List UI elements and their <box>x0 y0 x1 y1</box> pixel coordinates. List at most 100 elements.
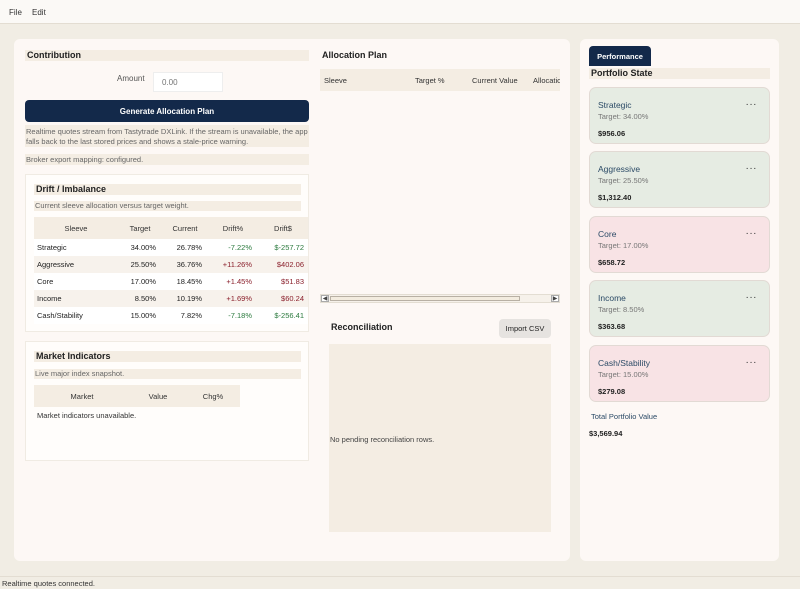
broker-mapping-status: Broker export mapping: configured. <box>25 154 309 165</box>
sleeve-target: Target: 8.50% <box>598 305 645 314</box>
table-cell: $-256.41 <box>258 307 308 324</box>
status-bar: Realtime quotes connected. <box>0 576 800 589</box>
table-cell: 8.50% <box>118 290 162 307</box>
sleeve-card-strategic[interactable]: Strategic Target: 34.00% $956.06 ··· <box>589 87 770 144</box>
table-cell: 34.00% <box>118 239 162 256</box>
chevron-left-icon[interactable]: ◀ <box>321 295 329 302</box>
table-cell: 26.78% <box>162 239 208 256</box>
sleeve-target: Target: 34.00% <box>598 112 649 121</box>
market-col-value[interactable]: Value <box>130 385 186 407</box>
table-cell: -7.22% <box>208 239 258 256</box>
market-col-market[interactable]: Market <box>34 385 130 407</box>
table-cell: +11.26% <box>208 256 258 273</box>
allocation-table-header: Sleeve Target % Current Value Allocation <box>320 69 560 91</box>
sleeve-name: Aggressive <box>598 164 641 174</box>
allocation-col-current-value[interactable]: Current Value <box>472 76 518 85</box>
allocation-horizontal-scrollbar[interactable]: ◀ ▶ <box>320 294 560 303</box>
table-cell: Cash/Stability <box>34 307 118 324</box>
allocation-col-allocation[interactable]: Allocation <box>533 76 560 85</box>
table-cell: Income <box>34 290 118 307</box>
market-table: Market Value Chg% <box>34 385 240 407</box>
table-row[interactable]: Core 17.00% 18.45% +1.45% $51.83 <box>34 273 308 290</box>
drift-col-sleeve[interactable]: Sleeve <box>34 217 118 239</box>
table-cell: 18.45% <box>162 273 208 290</box>
amount-input[interactable] <box>153 72 223 92</box>
table-row[interactable]: Income 8.50% 10.19% +1.69% $60.24 <box>34 290 308 307</box>
import-csv-button[interactable]: Import CSV <box>499 319 551 338</box>
drift-subtitle: Current sleeve allocation versus target … <box>34 201 301 211</box>
tab-performance[interactable]: Performance <box>589 46 651 66</box>
table-cell: 7.82% <box>162 307 208 324</box>
market-title: Market Indicators <box>34 351 301 362</box>
table-cell: -7.18% <box>208 307 258 324</box>
more-horizontal-icon[interactable]: ··· <box>745 292 757 303</box>
drift-table: Sleeve Target Current Drift% Drift$ Stra… <box>34 217 308 324</box>
market-subtitle: Live major index snapshot. <box>34 369 301 379</box>
market-empty-message: Market indicators unavailable. <box>37 411 137 420</box>
allocation-title: Allocation Plan <box>322 50 388 60</box>
sleeve-value: $279.08 <box>598 387 626 396</box>
table-row[interactable]: Aggressive 25.50% 36.76% +11.26% $402.06 <box>34 256 308 273</box>
allocation-col-sleeve[interactable]: Sleeve <box>324 76 347 85</box>
table-cell: 15.00% <box>118 307 162 324</box>
table-cell: $402.06 <box>258 256 308 273</box>
drift-col-driftamt[interactable]: Drift$ <box>258 217 308 239</box>
sleeve-card-aggressive[interactable]: Aggressive Target: 25.50% $1,312.40 ··· <box>589 151 770 208</box>
drift-title: Drift / Imbalance <box>34 184 301 195</box>
scrollbar-thumb[interactable] <box>330 296 520 301</box>
table-cell: +1.69% <box>208 290 258 307</box>
allocation-col-target[interactable]: Target % <box>415 76 445 85</box>
sleeve-value: $363.68 <box>598 322 626 331</box>
chevron-right-icon[interactable]: ▶ <box>551 295 559 302</box>
table-cell: 25.50% <box>118 256 162 273</box>
table-cell: 17.00% <box>118 273 162 290</box>
table-row[interactable]: Cash/Stability 15.00% 7.82% -7.18% $-256… <box>34 307 308 324</box>
table-cell: Strategic <box>34 239 118 256</box>
sleeve-name: Core <box>598 229 617 239</box>
total-portfolio-label: Total Portfolio Value <box>591 412 658 421</box>
table-cell: +1.45% <box>208 273 258 290</box>
realtime-note: Realtime quotes stream from Tastytrade D… <box>25 125 309 147</box>
sleeve-target: Target: 17.00% <box>598 241 649 250</box>
drift-col-current[interactable]: Current <box>162 217 208 239</box>
more-horizontal-icon[interactable]: ··· <box>745 228 757 239</box>
reconciliation-list: No pending reconciliation rows. <box>329 344 551 532</box>
table-row[interactable]: Strategic 34.00% 26.78% -7.22% $-257.72 <box>34 239 308 256</box>
menu-bar: File Edit <box>0 0 800 24</box>
realtime-note-line2: falls back to the last stored prices and… <box>26 137 249 146</box>
more-horizontal-icon[interactable]: ··· <box>745 357 757 368</box>
sleeve-card-income[interactable]: Income Target: 8.50% $363.68 ··· <box>589 280 770 337</box>
table-cell: $51.83 <box>258 273 308 290</box>
total-portfolio-value: $3,569.94 <box>589 429 623 438</box>
amount-label: Amount <box>117 74 145 83</box>
portfolio-state-title: Portfolio State <box>589 68 770 79</box>
generate-allocation-button[interactable]: Generate Allocation Plan <box>25 100 309 122</box>
sleeve-target: Target: 15.00% <box>598 370 649 379</box>
sleeve-value: $658.72 <box>598 258 626 267</box>
sleeve-card-cash-stability[interactable]: Cash/Stability Target: 15.00% $279.08 ··… <box>589 345 770 402</box>
table-cell: $-257.72 <box>258 239 308 256</box>
realtime-note-line1: Realtime quotes stream from Tastytrade D… <box>26 127 308 136</box>
sleeve-card-core[interactable]: Core Target: 17.00% $658.72 ··· <box>589 216 770 273</box>
sleeve-value: $1,312.40 <box>598 193 632 202</box>
more-horizontal-icon[interactable]: ··· <box>745 99 757 110</box>
more-horizontal-icon[interactable]: ··· <box>745 163 757 174</box>
menu-file[interactable]: File <box>9 8 22 17</box>
table-cell: 36.76% <box>162 256 208 273</box>
sleeve-target: Target: 25.50% <box>598 176 649 185</box>
table-cell: $60.24 <box>258 290 308 307</box>
table-cell: Aggressive <box>34 256 118 273</box>
table-cell: 10.19% <box>162 290 208 307</box>
drift-col-driftpct[interactable]: Drift% <box>208 217 258 239</box>
menu-edit[interactable]: Edit <box>32 8 46 17</box>
sleeve-name: Cash/Stability <box>598 358 650 368</box>
market-col-chg[interactable]: Chg% <box>186 385 240 407</box>
drift-col-target[interactable]: Target <box>118 217 162 239</box>
reconciliation-empty-message: No pending reconciliation rows. <box>330 435 435 444</box>
contribution-title: Contribution <box>25 50 309 61</box>
sleeve-name: Income <box>598 293 626 303</box>
reconciliation-title: Reconciliation <box>331 322 393 332</box>
table-cell: Core <box>34 273 118 290</box>
sleeve-value: $956.06 <box>598 129 626 138</box>
sleeve-name: Strategic <box>598 100 632 110</box>
